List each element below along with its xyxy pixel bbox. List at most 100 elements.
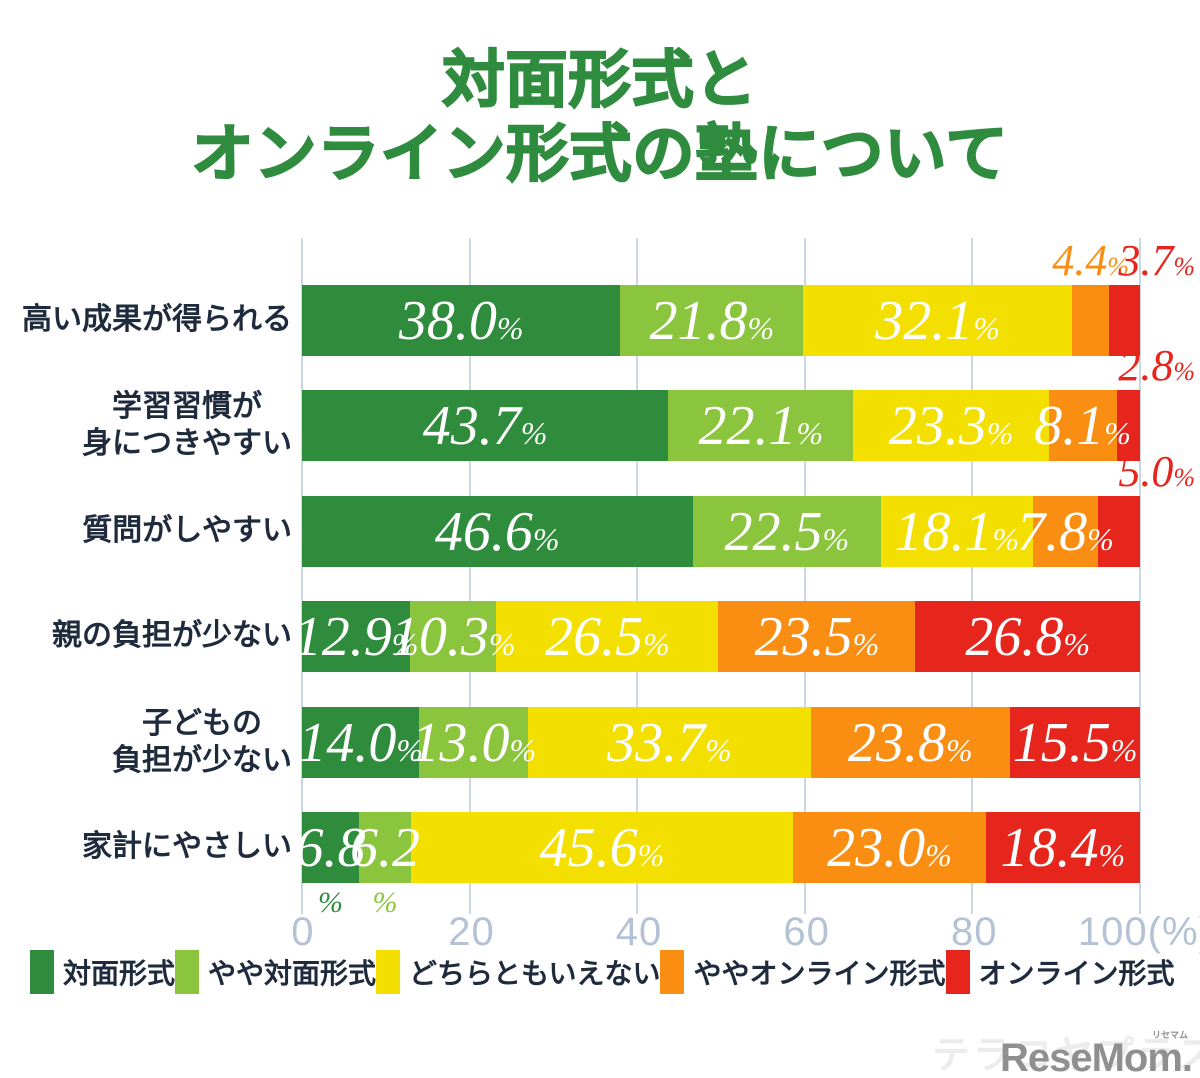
segment-value-label: 46.6%	[434, 500, 560, 563]
segment-value-label: 43.7%	[422, 394, 548, 457]
gridline-80	[971, 238, 974, 914]
bar-segment: 15.5%	[1010, 707, 1140, 778]
category-label-text: 高い成果が得られる	[22, 303, 292, 337]
bar-segment: 46.6%	[302, 496, 693, 567]
category-label: 家計にやさしい	[0, 812, 292, 883]
axis-tick-label: 0	[291, 910, 315, 954]
legend-swatch	[30, 950, 54, 994]
bar-segment: 32.1%	[803, 285, 1073, 356]
axis-tick-label: 20	[448, 910, 495, 954]
bar-segment: 26.8%	[915, 601, 1140, 672]
bar-segment: 33.7%	[528, 707, 811, 778]
legend-item-2: やや対面形式	[175, 950, 376, 994]
bar-segment	[1098, 496, 1140, 567]
resemom-logo: リセマム ReseMom.	[1000, 1030, 1193, 1078]
segment-value-label: 12.9%	[293, 605, 419, 668]
segment-value-label: 22.1%	[698, 394, 824, 457]
bar-segment: 45.6%	[410, 812, 794, 883]
segment-value-label: 23.8%	[848, 711, 973, 774]
segment-value-label: 4.4%	[1052, 236, 1129, 285]
category-label: 質問がしやすい	[0, 496, 292, 567]
segment-value-label: 8.1%	[1034, 394, 1131, 457]
legend-swatch	[945, 950, 970, 994]
segment-value-label: 21.8%	[649, 289, 775, 352]
gridline-40	[636, 238, 639, 914]
segment-value-label: 18.1%	[894, 500, 1020, 563]
gridline-60	[803, 238, 806, 914]
segment-percent-below: %	[317, 886, 343, 919]
above-bar-value-label: 4.4%	[1052, 239, 1129, 283]
category-label: 学習習慣が 身につきやすい	[0, 390, 292, 461]
segment-value-label: 14.0%	[298, 711, 423, 774]
chart-title-line1: 対面形式と	[441, 45, 758, 116]
bar-segment: 23.3%	[853, 390, 1049, 461]
segment-value-label: 3.7%	[1118, 236, 1195, 285]
legend-label: オンライン形式	[978, 958, 1175, 989]
bar-segment: 22.1%	[668, 390, 854, 461]
bar-row: 46.6% 22.5% 18.1% 7.8%	[302, 496, 1140, 567]
category-label-text: 家計にやさしい	[82, 830, 292, 864]
chart-title: 対面形式と オンライン形式の塾について	[0, 44, 1200, 193]
resemom-logo-text: ReseMom.	[999, 1036, 1193, 1078]
gridline-0	[301, 238, 303, 914]
segment-value-label: 10.3%	[390, 605, 516, 668]
segment-value-label: 6.8	[295, 816, 366, 879]
axis-tick-label: 60	[783, 910, 830, 954]
gridline-20	[468, 238, 471, 914]
legend-swatch	[175, 950, 200, 994]
bar-segment: 21.8%	[620, 285, 804, 356]
legend-label: どちらともいえない	[409, 958, 661, 989]
bar-row: 14.0% 13.0% 33.7% 23.8% 15.5%	[298, 707, 1140, 778]
bar-segment: 10.3%	[391, 601, 516, 672]
bar-segment: 26.5%	[496, 601, 719, 672]
legend-item-5: オンライン形式	[945, 950, 1175, 994]
bar-segment: 12.9%	[294, 601, 418, 672]
bar-segment: 43.7%	[302, 390, 669, 461]
bar-segment: 18.1%	[881, 496, 1033, 567]
segment-value-label: 23.5%	[754, 605, 880, 668]
category-label-text: 学習習慣が 身につきやすい	[82, 389, 292, 460]
segment-value-label: 33.7%	[607, 711, 732, 774]
bar-segment: 6.2	[350, 812, 420, 883]
legend-item-3: どちらともいえない	[376, 950, 660, 994]
legend-label: 対面形式	[63, 958, 176, 989]
bar-segment	[1108, 285, 1140, 356]
bar-segment: 22.5%	[692, 496, 882, 567]
gridline-100	[1139, 238, 1141, 914]
category-label: 高い成果が得られる	[0, 285, 292, 356]
axis-tick-label: 40	[615, 910, 663, 954]
segment-value-label: 5.0%	[1118, 447, 1195, 496]
category-label-text: 親の負担が少ない	[52, 619, 292, 653]
legend-item-4: ややオンライン形式	[660, 950, 946, 994]
bar-row: 43.7% 22.1% 23.3% 8.1%	[302, 390, 1140, 461]
bar-segment: 18.4%	[985, 812, 1140, 883]
bar-segment: 8.1%	[1034, 390, 1131, 461]
segment-value-label: 22.5%	[724, 500, 850, 563]
segment-value-label: 15.5%	[1012, 711, 1138, 774]
bar-segment: 7.8%	[1017, 496, 1114, 567]
bar-row: % 6.8% 6.2 45.6% 23.0% 18.4%	[295, 812, 1140, 919]
bar-segment: 23.8%	[810, 707, 1011, 778]
category-label-text: 質問がしやすい	[82, 514, 292, 548]
category-label: 子どもの 負担が少ない	[0, 707, 292, 778]
segment-value-label: 2.8%	[1118, 341, 1195, 390]
above-bar-value-label: 5.0%	[1118, 450, 1195, 494]
bar-segment: 23.5%	[718, 601, 916, 672]
segment-value-label: 23.0%	[827, 816, 952, 879]
axis-tick-label: 100(%)	[1077, 910, 1200, 954]
bar-segment: 14.0%	[298, 707, 423, 778]
segment-value-label: 26.8%	[965, 605, 1090, 668]
bar-segment: 13.0%	[411, 707, 536, 778]
bar-row: 12.9% 10.3% 26.5% 23.5% 26.8%	[294, 601, 1140, 672]
segment-value-label: 7.8%	[1017, 500, 1114, 563]
above-bar-value-label: 3.7%	[1118, 239, 1195, 283]
axis-tick-label: 80	[951, 910, 998, 954]
resemom-logo-ruby: リセマム	[1151, 1030, 1188, 1040]
legend-swatch	[660, 950, 685, 994]
chart-title-line2: オンライン形式の塾について	[190, 119, 1009, 190]
bar-row: 38.0% 21.8% 32.1%	[302, 285, 1140, 356]
segment-value-label: 6.2	[349, 816, 420, 879]
segment-value-label: 13.0%	[411, 711, 537, 774]
